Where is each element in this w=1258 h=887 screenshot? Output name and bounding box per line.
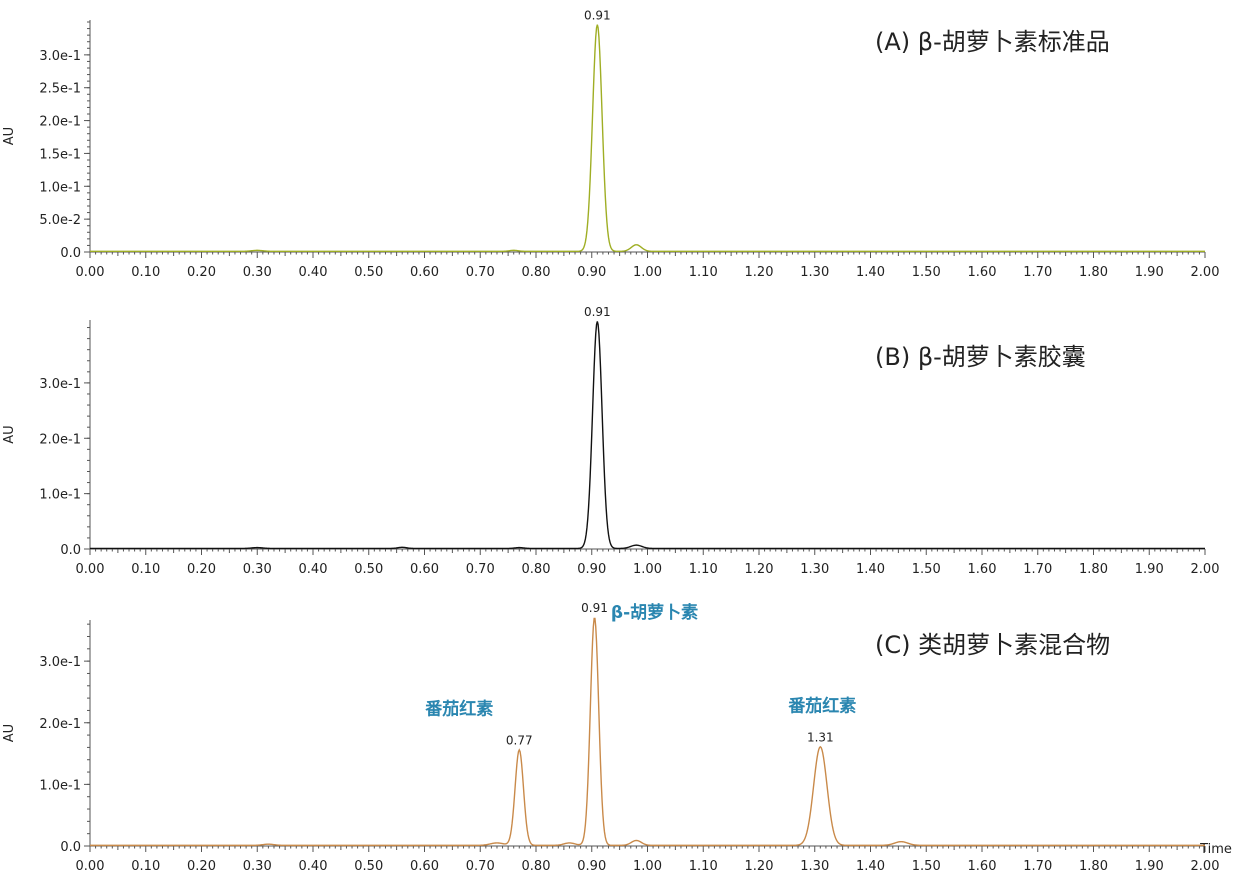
panel-b-x-tick-label: 0.90 [577,562,606,577]
panel-c-x-tick-label: 1.30 [800,859,829,874]
panel-c-y-tick-label: 3.0e-1 [39,655,81,670]
panel-c-x-tick-label: 0.90 [577,859,606,874]
panel-a-x-tick-label: 1.40 [856,265,885,280]
panel-c-peak-label: 0.77 [506,733,533,747]
panel-b-x-tick-label: 1.70 [1023,562,1052,577]
panel-c-y-tick-label: 1.0e-1 [39,778,81,793]
panel-b-x-tick-label: 1.90 [1135,562,1164,577]
panel-b-x-tick-label: 0.20 [187,562,216,577]
panel-a-x-tick-label: 1.30 [800,265,829,280]
panel-a-y-tick-label: 2.0e-1 [39,115,81,130]
panel-c-x-tick-label: 0.00 [76,859,105,874]
panel-c-x-tick-label: 1.50 [912,859,941,874]
panel-b-x-tick-label: 1.00 [633,562,662,577]
panel-b-y-tick-label: 1.0e-1 [39,488,81,503]
panel-a-x-tick-label: 1.00 [633,265,662,280]
panel-c-x-axis-title: Time [1199,842,1232,857]
panel-a-x-tick-label: 0.70 [466,265,495,280]
panel-a-y-tick-label: 1.0e-1 [39,180,81,195]
panel-c-peak-label: 1.31 [807,730,834,744]
panel-a-x-tick-label: 0.00 [76,265,105,280]
panel-a-y-axis-title: AU [2,127,17,145]
panel-c-x-tick-label: 0.60 [410,859,439,874]
panel-c-x-tick-label: 0.70 [466,859,495,874]
panel-b-x-tick-label: 1.30 [800,562,829,577]
panel-c-trace [90,617,1205,847]
panel-c-y-tick-label: 2.0e-1 [39,717,81,732]
panel-a-x-tick-label: 0.60 [410,265,439,280]
panel-a-x-tick-label: 1.20 [745,265,774,280]
panel-c-peak-label: 0.91 [581,601,608,615]
panel-b-y-axis-title: AU [2,425,17,443]
panel-c-x-tick-label: 1.40 [856,859,885,874]
panel-b-x-tick-label: 0.00 [76,562,105,577]
panel-b-title: (B) β-胡萝卜素胶囊 [875,343,1086,371]
panel-a-x-tick-label: 1.10 [689,265,718,280]
panel-b-x-tick-label: 0.70 [466,562,495,577]
panel-b-x-tick-label: 0.30 [243,562,272,577]
panel-c-x-tick-label: 1.80 [1079,859,1108,874]
panel-a-x-tick-label: 1.60 [968,265,997,280]
panel-a-x-tick-label: 1.90 [1135,265,1164,280]
panel-c-x-tick-label: 0.50 [354,859,383,874]
panel-a-title: (A) β-胡萝卜素标准品 [875,28,1110,56]
panel-c-x-tick-label: 1.10 [689,859,718,874]
panel-a-y-tick-label: 1.5e-1 [39,147,81,162]
panel-b-trace [90,321,1205,550]
panel-b-y-tick-label: 2.0e-1 [39,432,81,447]
panel-b-x-tick-label: 1.10 [689,562,718,577]
panel-a-x-tick-label: 0.30 [243,265,272,280]
panel-b-x-tick-label: 2.00 [1191,562,1220,577]
panel-b-x-tick-label: 0.50 [354,562,383,577]
panel-a-trace [90,24,1205,253]
panel-a-y-tick-label: 0.0 [60,246,81,261]
panel-b-x-tick-label: 0.40 [299,562,328,577]
panel-c-x-tick-label: 0.80 [522,859,551,874]
panel-b-peak-label: 0.91 [584,305,611,319]
panel-a-x-tick-label: 1.70 [1023,265,1052,280]
panel-c-y-axis-title: AU [2,724,17,742]
panel-c-x-tick-label: 2.00 [1191,859,1220,874]
panel-a-y-tick-label: 5.0e-2 [39,213,81,228]
panel-a-x-tick-label: 0.10 [131,265,160,280]
panel-a-x-tick-label: 0.90 [577,265,606,280]
panel-c-x-tick-label: 1.20 [745,859,774,874]
panel-a-x-tick-label: 0.50 [354,265,383,280]
panel-c-title: (C) 类胡萝卜素混合物 [875,631,1110,659]
panel-c-compound-annotation: β-胡萝卜素 [611,602,698,623]
panel-b-x-tick-label: 1.20 [745,562,774,577]
panel-a-x-tick-label: 0.20 [187,265,216,280]
panel-a-x-tick-label: 2.00 [1191,265,1220,280]
panel-c-x-tick-label: 0.40 [299,859,328,874]
panel-b-x-tick-label: 1.50 [912,562,941,577]
panel-c-x-tick-label: 1.70 [1023,859,1052,874]
panel-b-x-tick-label: 1.80 [1079,562,1108,577]
panel-a-x-tick-label: 1.80 [1079,265,1108,280]
panel-a-x-tick-label: 0.80 [522,265,551,280]
panel-b-x-tick-label: 0.80 [522,562,551,577]
panel-c-x-tick-label: 1.60 [968,859,997,874]
panel-b-x-tick-label: 0.60 [410,562,439,577]
panel-c-x-tick-label: 1.00 [633,859,662,874]
panel-c-compound-annotation: 番茄红素 [424,698,493,719]
panel-c-x-tick-label: 0.10 [131,859,160,874]
panel-c-x-tick-label: 1.90 [1135,859,1164,874]
panel-b-x-tick-label: 1.60 [968,562,997,577]
panel-a-x-tick-label: 1.50 [912,265,941,280]
panel-a-peak-label: 0.91 [584,8,611,22]
panel-a-y-tick-label: 3.0e-1 [39,49,81,64]
panel-b-y-tick-label: 0.0 [60,543,81,558]
panel-c-y-tick-label: 0.0 [60,840,81,855]
panel-b-x-tick-label: 0.10 [131,562,160,577]
panel-b-x-tick-label: 1.40 [856,562,885,577]
panel-c-compound-annotation: 番茄红素 [787,695,856,716]
panel-c-x-tick-label: 0.30 [243,859,272,874]
panel-a-x-tick-label: 0.40 [299,265,328,280]
panel-a-y-tick-label: 2.5e-1 [39,82,81,97]
panel-c-x-tick-label: 0.20 [187,859,216,874]
panel-b-y-tick-label: 3.0e-1 [39,377,81,392]
